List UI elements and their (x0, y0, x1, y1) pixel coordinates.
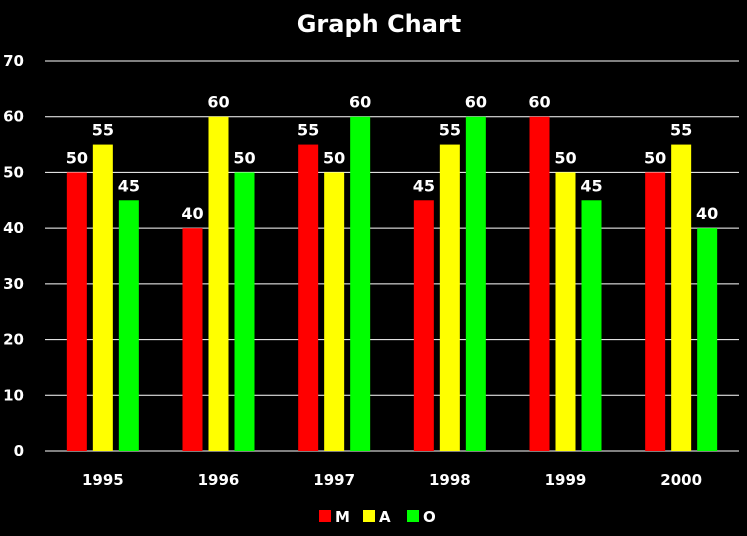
bar-a-1995 (92, 144, 113, 452)
data-label: 55 (670, 121, 692, 140)
legend-swatch (407, 510, 419, 522)
y-tick-label: 60 (3, 108, 24, 126)
x-tick-label: 1998 (429, 471, 471, 489)
bar-a-2000 (671, 144, 692, 452)
legend-swatch (319, 510, 331, 522)
legend-item-o: O (407, 508, 436, 526)
y-tick-label: 30 (3, 275, 24, 293)
bar-m-1996 (182, 228, 203, 451)
y-tick-label: 0 (14, 442, 24, 460)
bars (66, 116, 718, 452)
x-axis-ticks: 1995 1996 1997 1998 1999 2000 (82, 471, 702, 489)
data-label: 50 (644, 148, 666, 167)
bar-o-2000 (697, 228, 718, 451)
x-tick-label: 1996 (198, 471, 240, 489)
bar-o-1997 (350, 116, 371, 451)
data-label: 55 (297, 121, 319, 140)
y-tick-label: 20 (3, 331, 24, 349)
y-tick-label: 50 (3, 163, 24, 181)
y-tick-label: 10 (3, 386, 24, 404)
bar-a-1996 (208, 116, 229, 451)
data-label: 55 (439, 121, 461, 140)
chart-title: Graph Chart (297, 10, 462, 38)
y-tick-label: 70 (3, 52, 24, 70)
bar-m-1998 (413, 200, 434, 451)
y-tick-label: 40 (3, 219, 24, 237)
legend-item-a: A (363, 508, 391, 526)
y-axis-ticks: 0 10 20 30 40 50 60 70 (3, 52, 24, 460)
x-tick-label: 1997 (313, 471, 355, 489)
legend-label: A (379, 508, 391, 526)
bar-m-2000 (645, 172, 666, 451)
data-label: 60 (528, 93, 550, 112)
legend-label: M (335, 508, 350, 526)
data-label: 60 (465, 93, 487, 112)
data-label: 60 (349, 93, 371, 112)
gridlines (45, 60, 739, 452)
bar-m-1995 (66, 172, 87, 451)
bar-o-1996 (234, 172, 255, 451)
data-label: 40 (181, 204, 203, 223)
bar-m-1997 (298, 144, 319, 452)
data-label: 50 (323, 148, 345, 167)
bar-o-1995 (118, 200, 139, 451)
bar-a-1997 (324, 172, 345, 451)
legend-label: O (423, 508, 436, 526)
data-label: 45 (580, 176, 602, 195)
bar-m-1999 (529, 116, 550, 451)
legend-item-m: M (319, 508, 350, 526)
data-label: 45 (413, 176, 435, 195)
legend-swatch (363, 510, 375, 522)
data-label: 50 (233, 148, 255, 167)
bar-a-1998 (439, 144, 460, 452)
data-label: 50 (66, 148, 88, 167)
data-label: 60 (207, 93, 229, 112)
x-tick-label: 1999 (545, 471, 587, 489)
data-label: 40 (696, 204, 718, 223)
data-label: 50 (554, 148, 576, 167)
bar-a-1999 (555, 172, 576, 451)
data-label: 45 (118, 176, 140, 195)
bar-o-1999 (581, 200, 602, 451)
x-tick-label: 1995 (82, 471, 124, 489)
bar-o-1998 (465, 116, 486, 451)
data-label: 55 (92, 121, 114, 140)
x-tick-label: 2000 (660, 471, 702, 489)
